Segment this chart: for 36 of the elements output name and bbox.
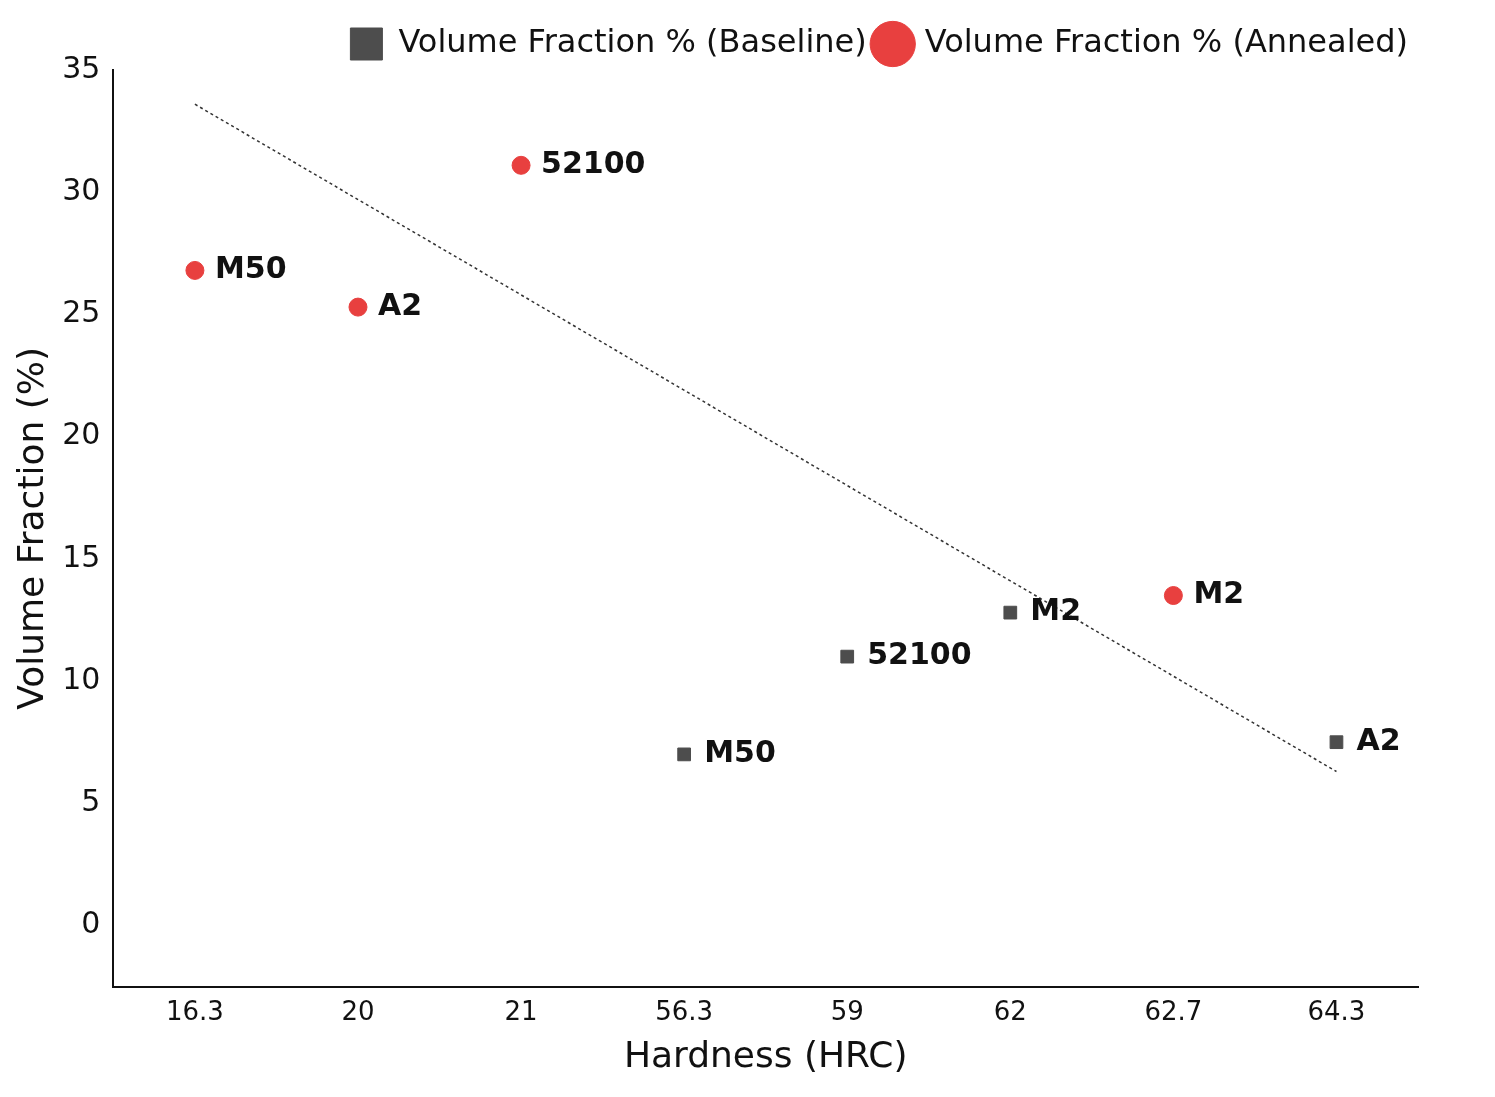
annotation: M2 xyxy=(1193,575,1245,611)
y-tick-label: 35 xyxy=(62,49,101,85)
legend-label: Volume Fraction % (Baseline) xyxy=(398,22,867,61)
x-tick-label: 62 xyxy=(993,995,1027,1026)
y-tick-label: 5 xyxy=(81,783,101,819)
x-tick-label: 62.7 xyxy=(1144,995,1203,1026)
annotation: M50 xyxy=(214,250,287,286)
point xyxy=(677,747,692,762)
x-tick-label: 56.3 xyxy=(655,995,714,1026)
x-tick-label: 21 xyxy=(504,995,538,1026)
legend-label: Volume Fraction % (Annealed) xyxy=(924,22,1408,61)
y-tick-label: 25 xyxy=(62,294,101,330)
point xyxy=(348,297,368,317)
annotation: 52100 xyxy=(541,145,646,181)
x-tick-label: 64.3 xyxy=(1307,995,1366,1026)
y-tick-label: 15 xyxy=(62,538,101,574)
y-tick-label: 30 xyxy=(62,172,101,208)
point xyxy=(511,155,531,175)
annotation: A2 xyxy=(377,286,423,322)
y-axis-title: Volume Fraction (%) xyxy=(9,346,51,710)
x-tick-label: 59 xyxy=(830,995,864,1026)
x-tick-label: 16.3 xyxy=(165,995,224,1026)
point xyxy=(1163,586,1183,606)
x-axis-title: Hardness (HRC) xyxy=(623,1033,908,1075)
annotation: A2 xyxy=(1356,721,1401,757)
annotation: 52100 xyxy=(867,636,972,672)
point xyxy=(1003,605,1018,620)
point xyxy=(840,649,855,664)
point xyxy=(1329,735,1344,750)
y-tick-label: 20 xyxy=(62,416,101,452)
y-tick-label: 10 xyxy=(62,660,101,696)
point xyxy=(185,260,205,280)
annotation: M50 xyxy=(704,734,776,770)
x-tick-label: 20 xyxy=(341,995,375,1026)
annotation: M2 xyxy=(1030,592,1082,628)
y-tick-label: 0 xyxy=(81,905,101,941)
